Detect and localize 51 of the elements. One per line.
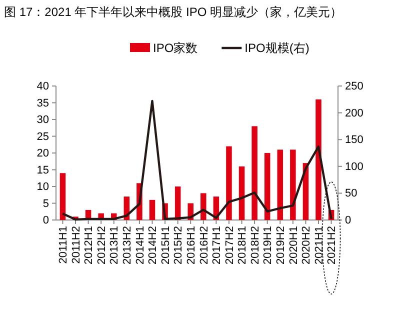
x-tick-label: 2012H2 bbox=[96, 226, 108, 265]
x-tick-label: 2021H2 bbox=[326, 226, 338, 265]
bar bbox=[316, 99, 322, 220]
bar bbox=[277, 150, 284, 220]
x-tick-label: 2013H2 bbox=[122, 226, 134, 265]
y-tick-label: 30 bbox=[36, 114, 49, 126]
y2-tick-label: 200 bbox=[345, 107, 364, 120]
bar bbox=[264, 153, 270, 220]
bar bbox=[60, 173, 66, 220]
bar bbox=[290, 150, 296, 220]
x-tick-label: 2018H2 bbox=[249, 226, 262, 265]
bar bbox=[200, 193, 206, 220]
bar bbox=[238, 166, 245, 220]
x-tick-label: 2016H1 bbox=[185, 226, 198, 265]
y-tick-label: 40 bbox=[36, 80, 49, 93]
y2-tick-label: 150 bbox=[345, 134, 364, 146]
x-tick-label: 2017H1 bbox=[211, 226, 224, 265]
y-tick-label: 15 bbox=[36, 164, 49, 176]
x-tick-label: 2015H2 bbox=[172, 226, 185, 265]
y2-tick-label: 50 bbox=[345, 188, 358, 200]
line-series bbox=[62, 100, 332, 221]
x-tick-label: 2020H2 bbox=[300, 226, 313, 265]
x-tick-label: 2012H1 bbox=[83, 226, 96, 265]
x-tick-label: 2019H2 bbox=[274, 226, 287, 265]
chart-title: 图 17：2021 年下半年以来中概股 IPO 明显减少（家，亿美元） bbox=[4, 5, 342, 19]
legend-label: IPO家数 bbox=[153, 41, 198, 56]
y-tick-label: 35 bbox=[36, 97, 49, 110]
y-tick-label: 0 bbox=[42, 214, 49, 227]
x-tick-label: 2019H1 bbox=[262, 226, 274, 265]
bar bbox=[226, 146, 232, 220]
x-tick-label: 2021H1 bbox=[313, 226, 326, 265]
legend-label: IPO规模(右) bbox=[244, 41, 310, 56]
y2-tick-label: 100 bbox=[345, 160, 364, 173]
x-tick-label: 2011H2 bbox=[70, 226, 82, 264]
x-tick-label: 2014H1 bbox=[134, 226, 146, 265]
x-tick-label: 2013H1 bbox=[108, 226, 121, 265]
y2-tick-label: 0 bbox=[345, 214, 352, 227]
y-tick-label: 25 bbox=[36, 130, 49, 143]
x-tick-label: 2020H1 bbox=[288, 226, 300, 265]
y-tick-label: 20 bbox=[36, 148, 49, 160]
bar bbox=[149, 200, 156, 220]
y-tick-label: 5 bbox=[42, 198, 49, 210]
x-tick-label: 2011H1 bbox=[58, 226, 70, 264]
x-tick-label: 2014H2 bbox=[147, 226, 160, 265]
x-tick-label: 2017H2 bbox=[224, 226, 236, 265]
x-tick-label: 2016H2 bbox=[198, 226, 210, 265]
x-tick-label: 2018H1 bbox=[236, 226, 249, 265]
x-tick-label: 2015H1 bbox=[160, 226, 172, 265]
bar bbox=[252, 126, 258, 220]
y-tick-label: 10 bbox=[36, 181, 49, 194]
y2-tick-label: 250 bbox=[345, 80, 364, 93]
